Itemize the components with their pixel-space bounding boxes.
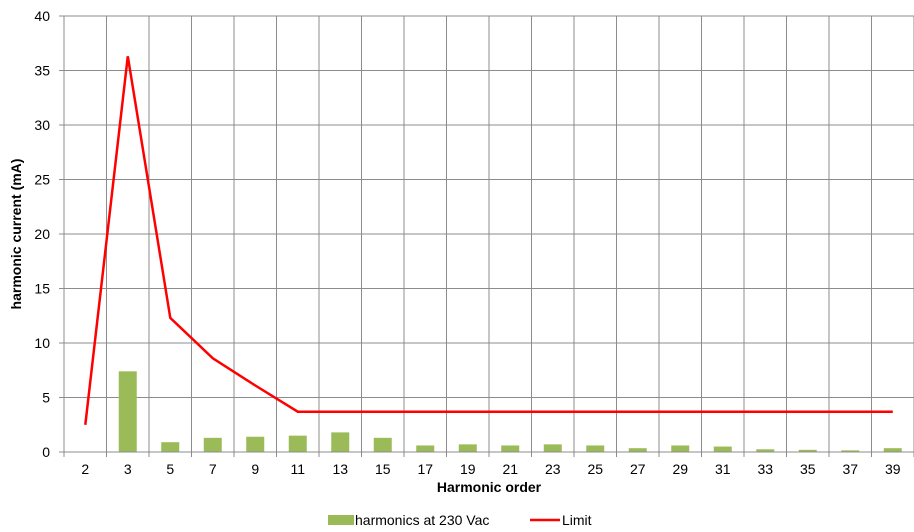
line-series [84, 56, 893, 425]
x-tick-label: 15 [375, 461, 391, 477]
x-tick-label: 33 [757, 461, 773, 477]
x-tick-labels: 2 3 5 7 9 11 13 15 17 19 21 23 25 27 29 31 33 35 37 39 [81, 461, 900, 477]
bar [458, 444, 477, 452]
y-tick-label: 30 [34, 117, 50, 133]
y-tick-label: 5 [42, 390, 50, 406]
x-tick-label: 17 [417, 461, 433, 477]
x-tick-label: 5 [166, 461, 174, 477]
y-tick-label: 40 [34, 8, 50, 24]
bar [416, 445, 435, 452]
legend-label-harmonics: harmonics at 230 Vac [355, 512, 489, 528]
bar-series [118, 371, 902, 452]
x-tick-label: 7 [209, 461, 217, 477]
x-tick-label: 25 [587, 461, 603, 477]
bar [713, 446, 732, 452]
y-tick-labels: 0 5 10 15 20 25 30 35 40 [34, 8, 50, 460]
bar [288, 435, 307, 452]
x-tick-label: 11 [290, 461, 305, 477]
bar [628, 448, 647, 452]
x-tick-label: 37 [842, 461, 858, 477]
axes [59, 15, 914, 457]
x-tick-label: 39 [885, 461, 901, 477]
bar [203, 437, 222, 452]
bar [883, 448, 902, 452]
x-tick-label: 21 [502, 461, 518, 477]
bar [118, 371, 137, 452]
x-tick-label: 29 [672, 461, 688, 477]
x-tick-label: 19 [460, 461, 476, 477]
x-tick-label: 31 [715, 461, 731, 477]
y-tick-label: 35 [34, 63, 50, 79]
y-tick-label: 15 [34, 281, 50, 297]
x-tick-label: 23 [545, 461, 561, 477]
bar [501, 445, 520, 452]
bar [798, 449, 817, 452]
x-tick-label: 2 [81, 461, 89, 477]
bar [586, 445, 605, 452]
bar [543, 444, 562, 452]
y-tick-label: 10 [34, 335, 50, 351]
bar [246, 436, 265, 452]
x-tick-label: 13 [332, 461, 348, 477]
grid [63, 15, 914, 453]
x-tick-label: 35 [800, 461, 816, 477]
legend-swatch-harmonics [328, 515, 354, 525]
y-tick-label: 20 [34, 226, 50, 242]
bar [161, 442, 180, 452]
limit-line [84, 56, 893, 425]
x-tick-label: 3 [124, 461, 132, 477]
legend-label-limit: Limit [562, 512, 592, 528]
x-tick-label: 9 [251, 461, 259, 477]
bar [373, 437, 392, 452]
bar [841, 450, 860, 452]
x-tick-label: 27 [630, 461, 646, 477]
y-axis-title: harmonic current (mA) [8, 159, 24, 310]
legend: harmonics at 230 Vac Limit [328, 512, 592, 528]
y-tick-label: 25 [34, 172, 50, 188]
x-axis-title: Harmonic order [437, 479, 542, 495]
bar [671, 445, 690, 452]
bar [331, 432, 350, 452]
y-tick-label: 0 [42, 444, 50, 460]
bar [756, 449, 775, 452]
